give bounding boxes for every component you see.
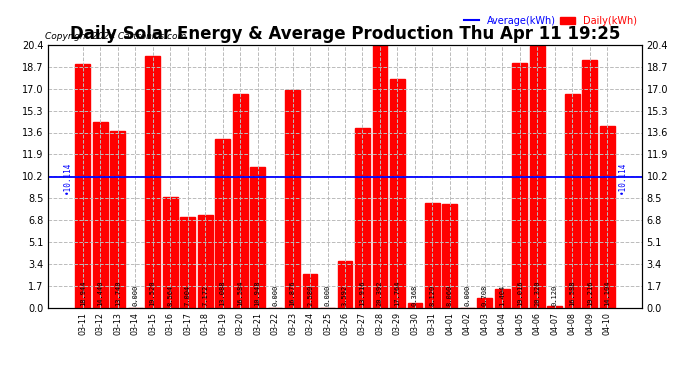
Bar: [495, 290, 510, 308]
Text: 19.016: 19.016: [517, 280, 523, 306]
Text: 0.708: 0.708: [482, 285, 488, 306]
Bar: [337, 261, 353, 308]
Bar: [425, 203, 440, 308]
Bar: [197, 215, 213, 308]
Text: 19.216: 19.216: [586, 280, 593, 306]
Text: •10.114: •10.114: [63, 161, 72, 194]
Bar: [547, 306, 562, 308]
Text: 20.392: 20.392: [377, 280, 383, 306]
Title: Daily Solar Energy & Average Production Thu Apr 11 19:25: Daily Solar Energy & Average Production …: [70, 26, 620, 44]
Bar: [145, 56, 160, 308]
Bar: [180, 217, 195, 308]
Text: 13.740: 13.740: [115, 280, 121, 306]
Text: 8.060: 8.060: [447, 285, 453, 306]
Bar: [530, 46, 545, 308]
Bar: [565, 94, 580, 308]
Bar: [215, 139, 230, 308]
Bar: [285, 90, 300, 308]
Text: 19.520: 19.520: [150, 280, 156, 306]
Text: 0.000: 0.000: [272, 285, 278, 306]
Text: 0.120: 0.120: [552, 285, 558, 306]
Bar: [373, 45, 387, 308]
Text: 0.000: 0.000: [132, 285, 138, 306]
Bar: [163, 197, 177, 308]
Text: 2.580: 2.580: [307, 285, 313, 306]
Bar: [355, 128, 370, 308]
Text: 8.120: 8.120: [429, 285, 435, 306]
Text: 1.404: 1.404: [500, 285, 505, 306]
Text: 0.368: 0.368: [412, 285, 418, 306]
Bar: [92, 122, 108, 308]
Bar: [408, 303, 422, 307]
Text: 7.004: 7.004: [185, 285, 190, 306]
Text: 0.000: 0.000: [464, 285, 471, 306]
Bar: [600, 126, 615, 308]
Text: 3.592: 3.592: [342, 285, 348, 306]
Text: 16.584: 16.584: [237, 280, 243, 306]
Text: •10.114: •10.114: [618, 161, 627, 194]
Bar: [233, 94, 248, 308]
Text: 20.320: 20.320: [534, 280, 540, 306]
Text: 10.948: 10.948: [255, 280, 261, 306]
Text: 8.564: 8.564: [167, 285, 173, 306]
Text: 13.088: 13.088: [219, 280, 226, 306]
Bar: [110, 131, 125, 308]
Bar: [477, 298, 493, 307]
Text: 14.440: 14.440: [97, 280, 104, 306]
Text: 18.944: 18.944: [80, 280, 86, 306]
Bar: [303, 274, 317, 308]
Bar: [513, 63, 527, 308]
Bar: [390, 79, 405, 308]
Text: 0.000: 0.000: [324, 285, 331, 306]
Bar: [442, 204, 457, 308]
Text: Copyright 2024 Cartronics.com: Copyright 2024 Cartronics.com: [45, 32, 186, 41]
Text: 16.876: 16.876: [290, 280, 295, 306]
Bar: [75, 64, 90, 308]
Text: 16.588: 16.588: [569, 280, 575, 306]
Text: 14.104: 14.104: [604, 280, 610, 306]
Bar: [250, 166, 265, 308]
Bar: [582, 60, 598, 308]
Text: 17.764: 17.764: [395, 280, 400, 306]
Text: 7.172: 7.172: [202, 285, 208, 306]
Text: 13.916: 13.916: [359, 280, 366, 306]
Legend: Average(kWh), Daily(kWh): Average(kWh), Daily(kWh): [464, 16, 637, 26]
